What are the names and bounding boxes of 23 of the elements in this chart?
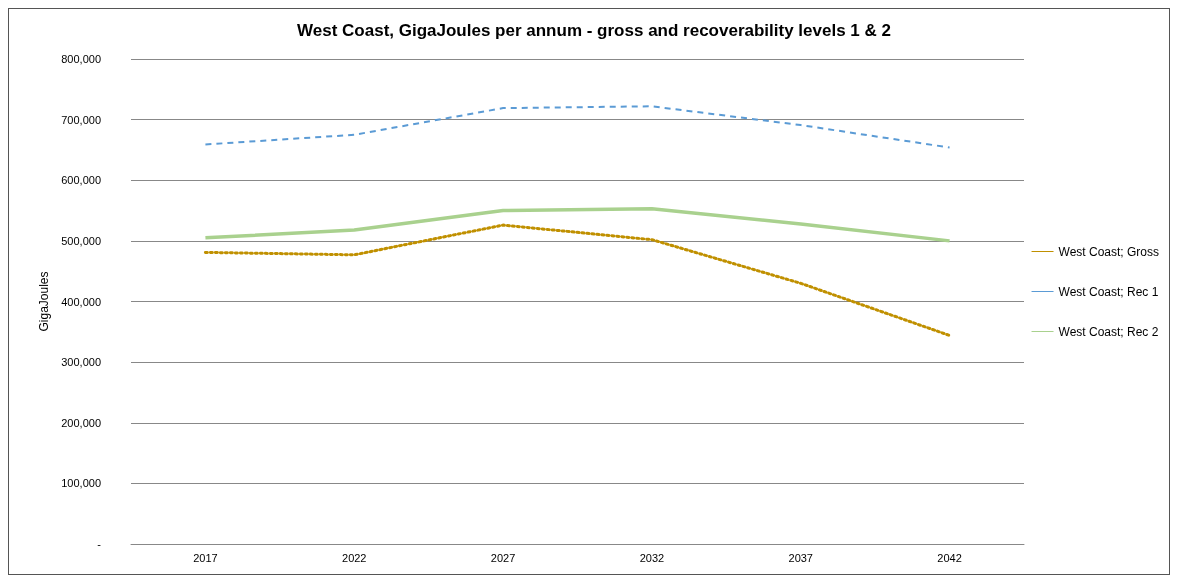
y-tick-label: 800,000: [61, 53, 101, 65]
y-tick-label: 100,000: [61, 477, 101, 490]
line-series: [203, 206, 952, 243]
x-tick-label: 2022: [342, 551, 367, 564]
x-tick-label: 2027: [490, 551, 516, 564]
legend-label: West Coast; Rec 1: [1058, 284, 1159, 299]
legend-label: West Coast; Rec 2: [1058, 324, 1159, 339]
legend-label: West Coast; Gross: [1058, 244, 1160, 259]
y-tick-label: 700,000: [61, 113, 101, 126]
y-tick-label: 300,000: [61, 356, 101, 369]
line-series: [204, 105, 951, 149]
line-series: [203, 223, 952, 337]
y-tick-label: 400,000: [61, 295, 101, 308]
x-tick-label: 2037: [788, 551, 813, 564]
y-tick-label: 600,000: [61, 174, 101, 187]
y-tick-label: 500,000: [61, 234, 101, 247]
x-tick-label: 2017: [193, 551, 218, 564]
chart-title: West Coast, GigaJoules per annum - gross and recoverability levels 1 & 2: [297, 21, 891, 40]
y-tick-label: -: [97, 538, 102, 550]
x-tick-label: 2042: [937, 551, 962, 564]
x-tick-label: 2032: [639, 551, 665, 564]
y-tick-label: 200,000: [61, 416, 101, 429]
y-axis-title: GigaJoules: [37, 271, 52, 332]
